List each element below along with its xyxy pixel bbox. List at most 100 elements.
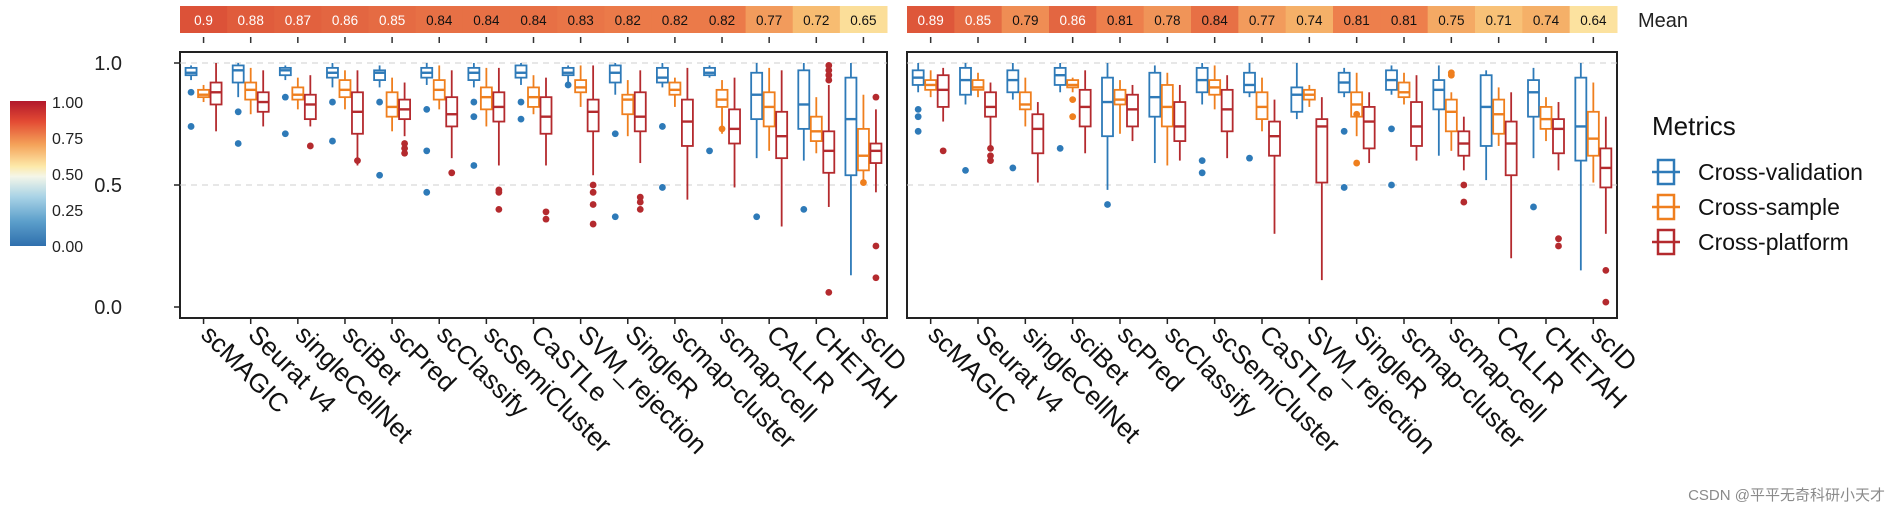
outlier-point	[517, 115, 525, 123]
box	[1290, 86, 1304, 113]
mean-value-label: 0.72	[803, 13, 829, 28]
box	[936, 74, 950, 108]
box	[244, 81, 258, 101]
mean-value-label: 0.79	[1012, 13, 1038, 28]
box	[574, 79, 588, 94]
box	[844, 76, 858, 177]
outlier-point	[1555, 242, 1562, 250]
outlier-point	[1388, 181, 1395, 189]
box	[338, 79, 352, 99]
outlier-point	[187, 123, 195, 130]
outlier-point	[753, 213, 761, 221]
box	[1255, 91, 1269, 121]
mean-cell	[180, 6, 228, 33]
box	[608, 64, 622, 84]
outlier-point	[636, 206, 644, 213]
outlier-point	[962, 166, 969, 174]
outlier-point	[306, 142, 314, 150]
colorbar-tick-label: 1.00	[52, 95, 83, 112]
legend-item-cross-platform: Cross-platform	[1652, 228, 1849, 256]
box	[1268, 120, 1281, 157]
box	[959, 66, 972, 96]
box	[1066, 79, 1080, 89]
box	[373, 69, 387, 81]
y-tick-label: 0.5	[94, 175, 122, 197]
mean-value-label: 0.75	[1438, 13, 1464, 28]
outlier-point	[234, 108, 242, 116]
box	[1243, 71, 1256, 94]
mean-value-label: 0.64	[1580, 13, 1607, 28]
box	[1574, 76, 1588, 162]
outlier-point	[423, 105, 431, 113]
outlier-point	[611, 213, 619, 221]
mean-value-label: 0.84	[1202, 13, 1229, 28]
outlier-point	[636, 193, 644, 201]
outlier-point	[825, 288, 833, 296]
outlier-point	[376, 171, 383, 179]
outlier-point	[1056, 145, 1064, 152]
box	[750, 71, 764, 121]
outlier-point	[1198, 157, 1206, 165]
box	[197, 88, 210, 99]
box	[1126, 93, 1139, 128]
box	[1148, 71, 1162, 118]
box	[278, 66, 292, 77]
box	[822, 130, 836, 174]
outlier-point	[800, 206, 808, 213]
legend: Metrics Cross-validation Cross-sample Cr…	[1652, 111, 1863, 256]
mean-value-label: 0.83	[567, 13, 593, 28]
box	[561, 66, 575, 77]
panel-right: 0.89 0.85 0.79 0.86 0.81 0.78 0.84 0.77 0.74 0.81…	[906, 6, 1643, 460]
legend-label: Cross-validation	[1698, 159, 1863, 185]
mean-cell	[954, 6, 1003, 33]
box	[1160, 84, 1174, 128]
outlier-point	[329, 137, 336, 145]
outlier-point	[1104, 201, 1111, 208]
outlier-point	[329, 98, 336, 106]
mean-value-label: 0.84	[520, 13, 547, 28]
mean-cell	[509, 6, 558, 33]
box	[633, 91, 647, 133]
outlier-point	[659, 184, 666, 191]
box	[1504, 120, 1518, 177]
outlier-point	[1602, 267, 1610, 274]
box	[1006, 69, 1020, 94]
outlier-point	[281, 93, 289, 101]
colorbar-tick-label: 0.50	[52, 167, 83, 184]
box	[1586, 110, 1600, 157]
mean-value-label: 0.65	[850, 13, 876, 28]
mean-cell	[462, 6, 511, 33]
box	[715, 88, 729, 108]
box	[728, 108, 741, 145]
box	[1173, 101, 1187, 142]
outlier-point	[401, 140, 408, 147]
mean-label: Mean	[1638, 10, 1688, 32]
outlier-point	[1447, 71, 1455, 79]
mean-value-label: 0.84	[426, 13, 453, 28]
colorbar-tick-label: 0.25	[52, 203, 83, 220]
box	[303, 93, 317, 121]
mean-cell	[1569, 6, 1618, 33]
outlier-point	[987, 152, 994, 160]
mean-cell	[1380, 6, 1429, 33]
outlier-point	[987, 157, 994, 165]
outlier-point	[187, 88, 195, 96]
outlier-point	[914, 105, 922, 113]
outlier-point	[448, 169, 456, 177]
mean-cell	[415, 6, 464, 33]
outlier-point	[825, 66, 833, 74]
mean-value-label: 0.74	[1533, 13, 1560, 28]
box	[209, 81, 223, 106]
mean-cell	[839, 6, 888, 33]
outlier-point	[1388, 125, 1395, 133]
outlier-point	[825, 71, 833, 79]
mean-cell	[1238, 6, 1287, 33]
mean-cell	[557, 6, 605, 33]
outlier-point	[470, 113, 478, 121]
outlier-point	[517, 98, 525, 106]
mean-value-label: 0.81	[1344, 13, 1370, 28]
outlier-point	[542, 208, 550, 216]
legend-title: Metrics	[1652, 111, 1736, 141]
outlier-point	[914, 113, 922, 121]
outlier-point	[495, 188, 503, 196]
